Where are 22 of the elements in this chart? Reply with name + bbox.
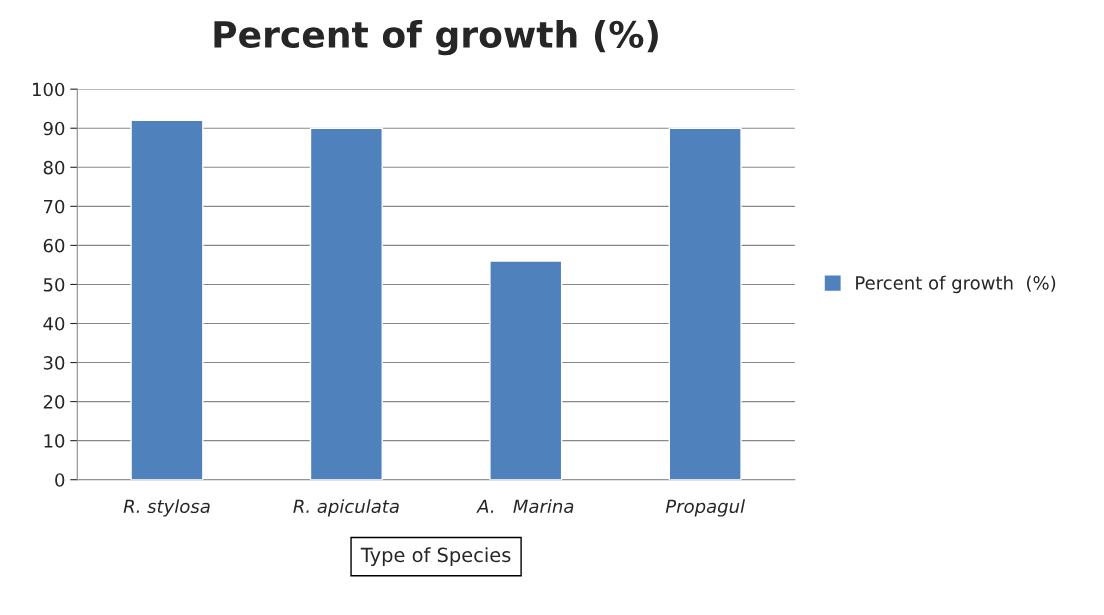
y-tick-label: 70 <box>43 199 65 214</box>
y-tick-label: 60 <box>43 238 65 253</box>
bar <box>309 127 383 480</box>
x-tick-label: Propagul <box>665 499 745 517</box>
x-tick-label: A. Marina <box>476 499 574 514</box>
y-tick-label: 50 <box>43 277 65 292</box>
chart-title: Percent of growth (%) <box>214 20 658 56</box>
bar <box>489 260 563 480</box>
y-tick-label: 20 <box>43 395 65 409</box>
y-tick-label: 0 <box>55 473 65 487</box>
y-tick-label: 40 <box>43 316 65 331</box>
legend-label: Percent of growth (%) <box>856 275 1056 294</box>
bar <box>668 127 742 480</box>
x-tick-label: R. stylosa <box>123 499 210 517</box>
bar <box>130 119 204 480</box>
y-tick-label: 30 <box>43 356 65 370</box>
y-tick-label: 80 <box>43 160 65 175</box>
x-axis-title: Type of Species <box>360 547 511 566</box>
y-tick-label: 10 <box>44 434 65 448</box>
y-tick-label: 90 <box>43 121 65 136</box>
x-tick-label: R. apiculata <box>293 499 399 517</box>
y-tick-label: 100 <box>32 82 65 97</box>
